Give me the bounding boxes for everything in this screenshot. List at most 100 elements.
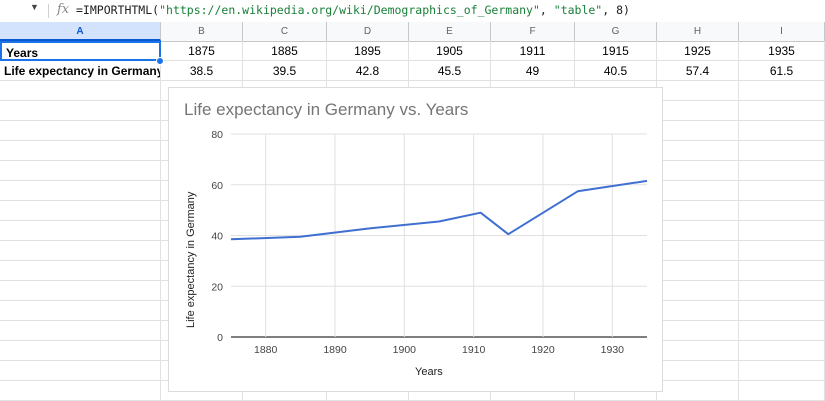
empty-cell[interactable] xyxy=(739,121,825,141)
empty-cell[interactable] xyxy=(739,341,825,361)
cell-e2[interactable]: 45.5 xyxy=(409,61,491,81)
empty-cell[interactable] xyxy=(0,281,161,301)
empty-cell[interactable] xyxy=(0,161,161,181)
cell-h2[interactable]: 57.4 xyxy=(657,61,739,81)
cell-b2[interactable]: 38.5 xyxy=(161,61,243,81)
empty-cell[interactable] xyxy=(739,161,825,181)
cell-i1[interactable]: 1935 xyxy=(739,41,825,61)
empty-cell[interactable] xyxy=(0,321,161,341)
empty-cell[interactable] xyxy=(657,161,739,181)
cell-h1[interactable]: 1925 xyxy=(657,41,739,61)
y-tick-label: 20 xyxy=(211,281,223,293)
empty-cell[interactable] xyxy=(0,381,161,401)
empty-cell[interactable] xyxy=(657,101,739,121)
cell-f2[interactable]: 49 xyxy=(491,61,575,81)
empty-cell[interactable] xyxy=(657,361,739,381)
empty-cell[interactable] xyxy=(0,361,161,381)
table-row: Years 1875 1885 1895 1905 1911 1915 1925… xyxy=(0,41,825,61)
cell-d1[interactable]: 1895 xyxy=(327,41,409,61)
empty-cell[interactable] xyxy=(657,301,739,321)
empty-cell[interactable] xyxy=(739,81,825,101)
formula-bar: ▼ fx =IMPORTHTML("https://en.wikipedia.o… xyxy=(0,0,825,23)
column-header-d[interactable]: D xyxy=(327,22,409,41)
empty-cell[interactable] xyxy=(657,281,739,301)
caret-down-icon[interactable]: ▼ xyxy=(30,2,39,12)
formula-input[interactable]: =IMPORTHTML("https://en.wikipedia.org/wi… xyxy=(76,3,630,17)
cell-e1[interactable]: 1905 xyxy=(409,41,491,61)
formula-separator: , xyxy=(540,3,554,17)
y-tick-label: 60 xyxy=(211,180,223,192)
column-header-e[interactable]: E xyxy=(409,22,491,41)
column-header-h[interactable]: H xyxy=(657,22,739,41)
empty-cell[interactable] xyxy=(657,241,739,261)
empty-cell[interactable] xyxy=(0,261,161,281)
empty-cell[interactable] xyxy=(739,141,825,161)
empty-cell[interactable] xyxy=(657,341,739,361)
empty-cell[interactable] xyxy=(657,221,739,241)
x-axis-label: Years xyxy=(415,366,443,378)
empty-cell[interactable] xyxy=(739,261,825,281)
cell-a1[interactable]: Years xyxy=(0,41,161,61)
empty-cell[interactable] xyxy=(739,201,825,221)
empty-cell[interactable] xyxy=(739,221,825,241)
empty-cell[interactable] xyxy=(0,141,161,161)
series-line xyxy=(231,181,647,239)
empty-cell[interactable] xyxy=(739,361,825,381)
column-header-a[interactable]: A xyxy=(0,22,161,41)
empty-cell[interactable] xyxy=(0,301,161,321)
fx-icon: fx xyxy=(57,2,69,17)
column-header-b[interactable]: B xyxy=(161,22,243,41)
formula-type-arg: "table" xyxy=(554,3,602,17)
y-tick-label: 0 xyxy=(217,332,223,344)
column-header-i[interactable]: I xyxy=(739,22,825,41)
empty-cell[interactable] xyxy=(0,201,161,221)
x-tick-label: 1910 xyxy=(462,344,486,356)
column-header-g[interactable]: G xyxy=(575,22,657,41)
empty-cell[interactable] xyxy=(657,321,739,341)
empty-cell[interactable] xyxy=(0,221,161,241)
column-header-f[interactable]: F xyxy=(491,22,575,41)
empty-cell[interactable] xyxy=(739,101,825,121)
formula-divider xyxy=(48,4,49,18)
cell-c1[interactable]: 1885 xyxy=(243,41,327,61)
empty-cell[interactable] xyxy=(657,141,739,161)
y-tick-label: 40 xyxy=(211,231,223,243)
cell-g2[interactable]: 40.5 xyxy=(575,61,657,81)
cell-c2[interactable]: 39.5 xyxy=(243,61,327,81)
empty-cell[interactable] xyxy=(0,241,161,261)
empty-cell[interactable] xyxy=(0,101,161,121)
column-header-row: A B C D E F G H I xyxy=(0,22,825,42)
formula-function: =IMPORTHTML( xyxy=(76,3,159,17)
empty-cell[interactable] xyxy=(739,241,825,261)
x-tick-label: 1920 xyxy=(531,344,555,356)
empty-cell[interactable] xyxy=(657,201,739,221)
cell-g1[interactable]: 1915 xyxy=(575,41,657,61)
formula-index-arg: 8 xyxy=(616,3,623,17)
empty-cell[interactable] xyxy=(739,301,825,321)
empty-cell[interactable] xyxy=(739,181,825,201)
x-tick-label: 1930 xyxy=(601,344,625,356)
empty-cell[interactable] xyxy=(739,321,825,341)
cell-i2[interactable]: 61.5 xyxy=(739,61,825,81)
empty-cell[interactable] xyxy=(657,261,739,281)
empty-cell[interactable] xyxy=(739,281,825,301)
empty-cell[interactable] xyxy=(657,181,739,201)
empty-cell[interactable] xyxy=(657,121,739,141)
empty-cell[interactable] xyxy=(0,341,161,361)
empty-cell[interactable] xyxy=(657,381,739,401)
selection-fill-handle[interactable] xyxy=(156,57,164,65)
formula-separator: , xyxy=(602,3,616,17)
empty-cell[interactable] xyxy=(0,81,161,101)
empty-cell[interactable] xyxy=(0,121,161,141)
formula-close-paren: ) xyxy=(623,3,630,17)
cell-a2[interactable]: Life expectancy in Germany xyxy=(0,61,161,81)
cell-d2[interactable]: 42.8 xyxy=(327,61,409,81)
empty-cell[interactable] xyxy=(0,181,161,201)
y-axis-label: Life expectancy in Germany xyxy=(185,208,197,328)
empty-cell[interactable] xyxy=(657,81,739,101)
cell-f1[interactable]: 1911 xyxy=(491,41,575,61)
empty-cell[interactable] xyxy=(739,381,825,401)
cell-b1[interactable]: 1875 xyxy=(161,41,243,61)
column-header-c[interactable]: C xyxy=(243,22,327,41)
